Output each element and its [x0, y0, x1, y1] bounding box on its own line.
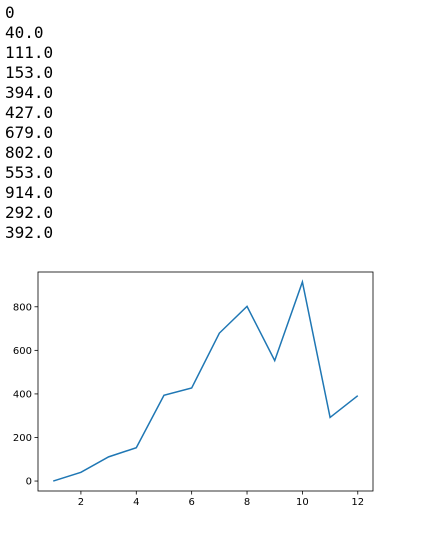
y-tick-label: 400 [13, 389, 32, 400]
y-tick-label: 0 [26, 477, 32, 488]
output-line: 553.0 [5, 163, 53, 182]
output-line: 111.0 [5, 43, 53, 62]
y-tick-label: 200 [13, 433, 32, 444]
output-line: 394.0 [5, 83, 53, 102]
y-tick-label: 800 [13, 302, 32, 313]
output-line: 0 [5, 3, 15, 22]
line-series [53, 279, 359, 482]
output-line: 153.0 [5, 63, 53, 82]
output-line: 679.0 [5, 123, 53, 142]
output-line: 427.0 [5, 103, 53, 122]
plot-frame [37, 271, 374, 492]
x-tick-label: 4 [133, 497, 139, 508]
x-tick-label: 12 [351, 497, 364, 508]
output-line: 914.0 [5, 183, 53, 202]
output-line: 392.0 [5, 223, 53, 242]
output-line: 802.0 [5, 143, 53, 162]
x-tick-label: 10 [296, 497, 309, 508]
output-line: 292.0 [5, 203, 53, 222]
x-tick-label: 6 [188, 497, 194, 508]
x-tick-label: 8 [244, 497, 250, 508]
y-tick-label: 600 [13, 346, 32, 357]
x-tick-label: 2 [78, 497, 84, 508]
output-line: 40.0 [5, 23, 44, 42]
